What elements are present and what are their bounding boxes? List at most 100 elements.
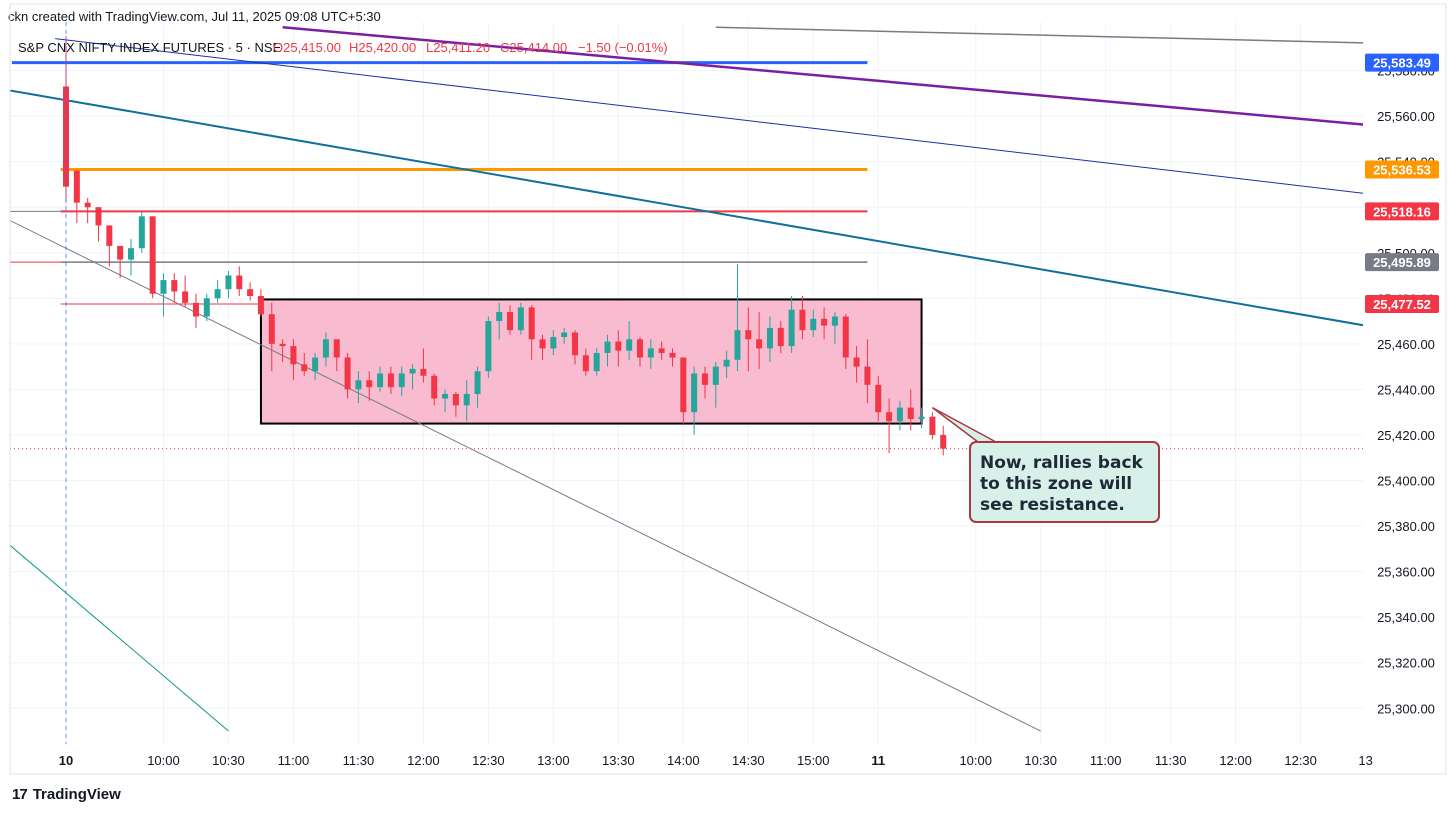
- candle: [875, 375, 882, 422]
- candle: [821, 307, 828, 340]
- candle: [766, 316, 773, 363]
- candle: [929, 412, 936, 440]
- x-tick-label: 11:00: [278, 753, 310, 768]
- price-tag-bg: [1365, 53, 1439, 72]
- candle-body: [452, 393, 459, 406]
- candle: [138, 211, 145, 253]
- candle: [496, 302, 503, 340]
- x-tick-label: 14:00: [667, 753, 700, 768]
- candle-body: [875, 384, 882, 413]
- candle: [366, 371, 373, 401]
- candle-body: [496, 311, 503, 322]
- candle-body: [312, 357, 319, 372]
- candle: [777, 321, 784, 353]
- candle: [225, 270, 232, 299]
- candle: [626, 321, 633, 360]
- candle-body: [896, 407, 903, 422]
- candle: [442, 389, 449, 413]
- candle: [886, 398, 893, 454]
- candle-body: [615, 341, 622, 351]
- candle: [896, 400, 903, 431]
- x-tick-label: 12:00: [407, 753, 440, 768]
- candle: [561, 327, 568, 344]
- candle-body: [799, 309, 806, 331]
- candle: [355, 371, 362, 404]
- candle: [192, 293, 199, 328]
- y-tick-label: 25,420.00: [1377, 428, 1435, 443]
- candle-body: [474, 371, 481, 394]
- candle: [636, 337, 643, 367]
- price-tag: 25,477.52: [1365, 294, 1439, 313]
- price-tag-text: 25,583.49: [1373, 56, 1431, 71]
- candle: [247, 282, 254, 301]
- candle-body: [907, 407, 914, 420]
- x-tick-label: 11:30: [1155, 753, 1187, 768]
- price-tag-text: 25,495.89: [1373, 255, 1431, 270]
- candle: [117, 245, 124, 278]
- candle: [604, 334, 611, 367]
- price-tag: 25,495.89: [1365, 253, 1439, 272]
- candle-body: [766, 327, 773, 349]
- y-tick-label: 25,380.00: [1377, 519, 1435, 534]
- candle-body: [626, 339, 633, 351]
- candle: [539, 334, 546, 360]
- legend-close: C25,414.00: [500, 40, 567, 55]
- x-tick-label: 12:00: [1219, 753, 1252, 768]
- candle-body: [247, 289, 254, 297]
- legend-change: −1.50 (−0.01%): [578, 40, 668, 55]
- candle: [301, 352, 308, 376]
- candle: [463, 380, 470, 422]
- x-tick-label: 11:00: [1090, 753, 1122, 768]
- candle: [907, 389, 914, 431]
- candle: [864, 339, 871, 404]
- candle-body: [149, 216, 156, 294]
- x-tick-label: 13: [1358, 753, 1372, 768]
- candle-body: [745, 330, 752, 340]
- x-tick-label: 15:00: [797, 753, 830, 768]
- candle: [940, 425, 947, 456]
- candle: [290, 339, 297, 381]
- time-axis: 10 10:00 10:30 11:00 11:30 12:00 12:30 13:00 13:…: [59, 753, 1373, 768]
- candle-body: [355, 380, 362, 390]
- candle: [431, 373, 438, 406]
- horizontal-levels: [10, 61, 868, 305]
- candle-body: [647, 348, 654, 358]
- candle: [452, 391, 459, 417]
- x-tick-label: 12:30: [1284, 753, 1317, 768]
- candle: [377, 366, 384, 392]
- candle-body: [485, 321, 492, 372]
- candle-body: [333, 339, 340, 358]
- candle-body: [322, 339, 329, 358]
- x-tick-label: 10:00: [959, 753, 992, 768]
- candle-body: [517, 307, 524, 331]
- trendline: [282, 26, 1363, 126]
- price-tags: 25,583.49 25,536.53 25,518.16 25,495.89 25,4…: [1365, 53, 1439, 313]
- x-tick-label: 10:30: [212, 753, 245, 768]
- candle: [106, 225, 113, 267]
- price-tag-text: 25,477.52: [1373, 297, 1431, 312]
- candle-body: [366, 380, 373, 388]
- candle-body: [756, 339, 763, 349]
- trendline: [55, 38, 1363, 194]
- candle-body: [940, 434, 947, 449]
- candle-body: [734, 330, 741, 360]
- chart-overlay: [10, 22, 1363, 744]
- legend-symbol[interactable]: S&P CNX NIFTY INDEX FUTURES · 5 · NSE: [18, 40, 282, 55]
- x-tick-label: 11: [871, 753, 885, 768]
- candle: [127, 239, 134, 276]
- candle: [842, 314, 849, 369]
- candle: [474, 366, 481, 408]
- y-tick-label: 25,560.00: [1377, 109, 1435, 124]
- candle: [788, 296, 795, 353]
- tradingview-brand[interactable]: 17 TradingView: [12, 786, 121, 803]
- candle-body: [106, 225, 113, 246]
- price-tag-bg: [1365, 294, 1439, 313]
- x-tick-label: 13:30: [602, 753, 635, 768]
- x-tick-label: 10: [59, 753, 73, 768]
- candle: [734, 264, 741, 372]
- annotation-callout[interactable]: Now, rallies back to this zone will see …: [969, 441, 1160, 523]
- price-tag: 25,536.53: [1365, 160, 1439, 179]
- candle-body: [712, 366, 719, 385]
- candle: [398, 366, 405, 397]
